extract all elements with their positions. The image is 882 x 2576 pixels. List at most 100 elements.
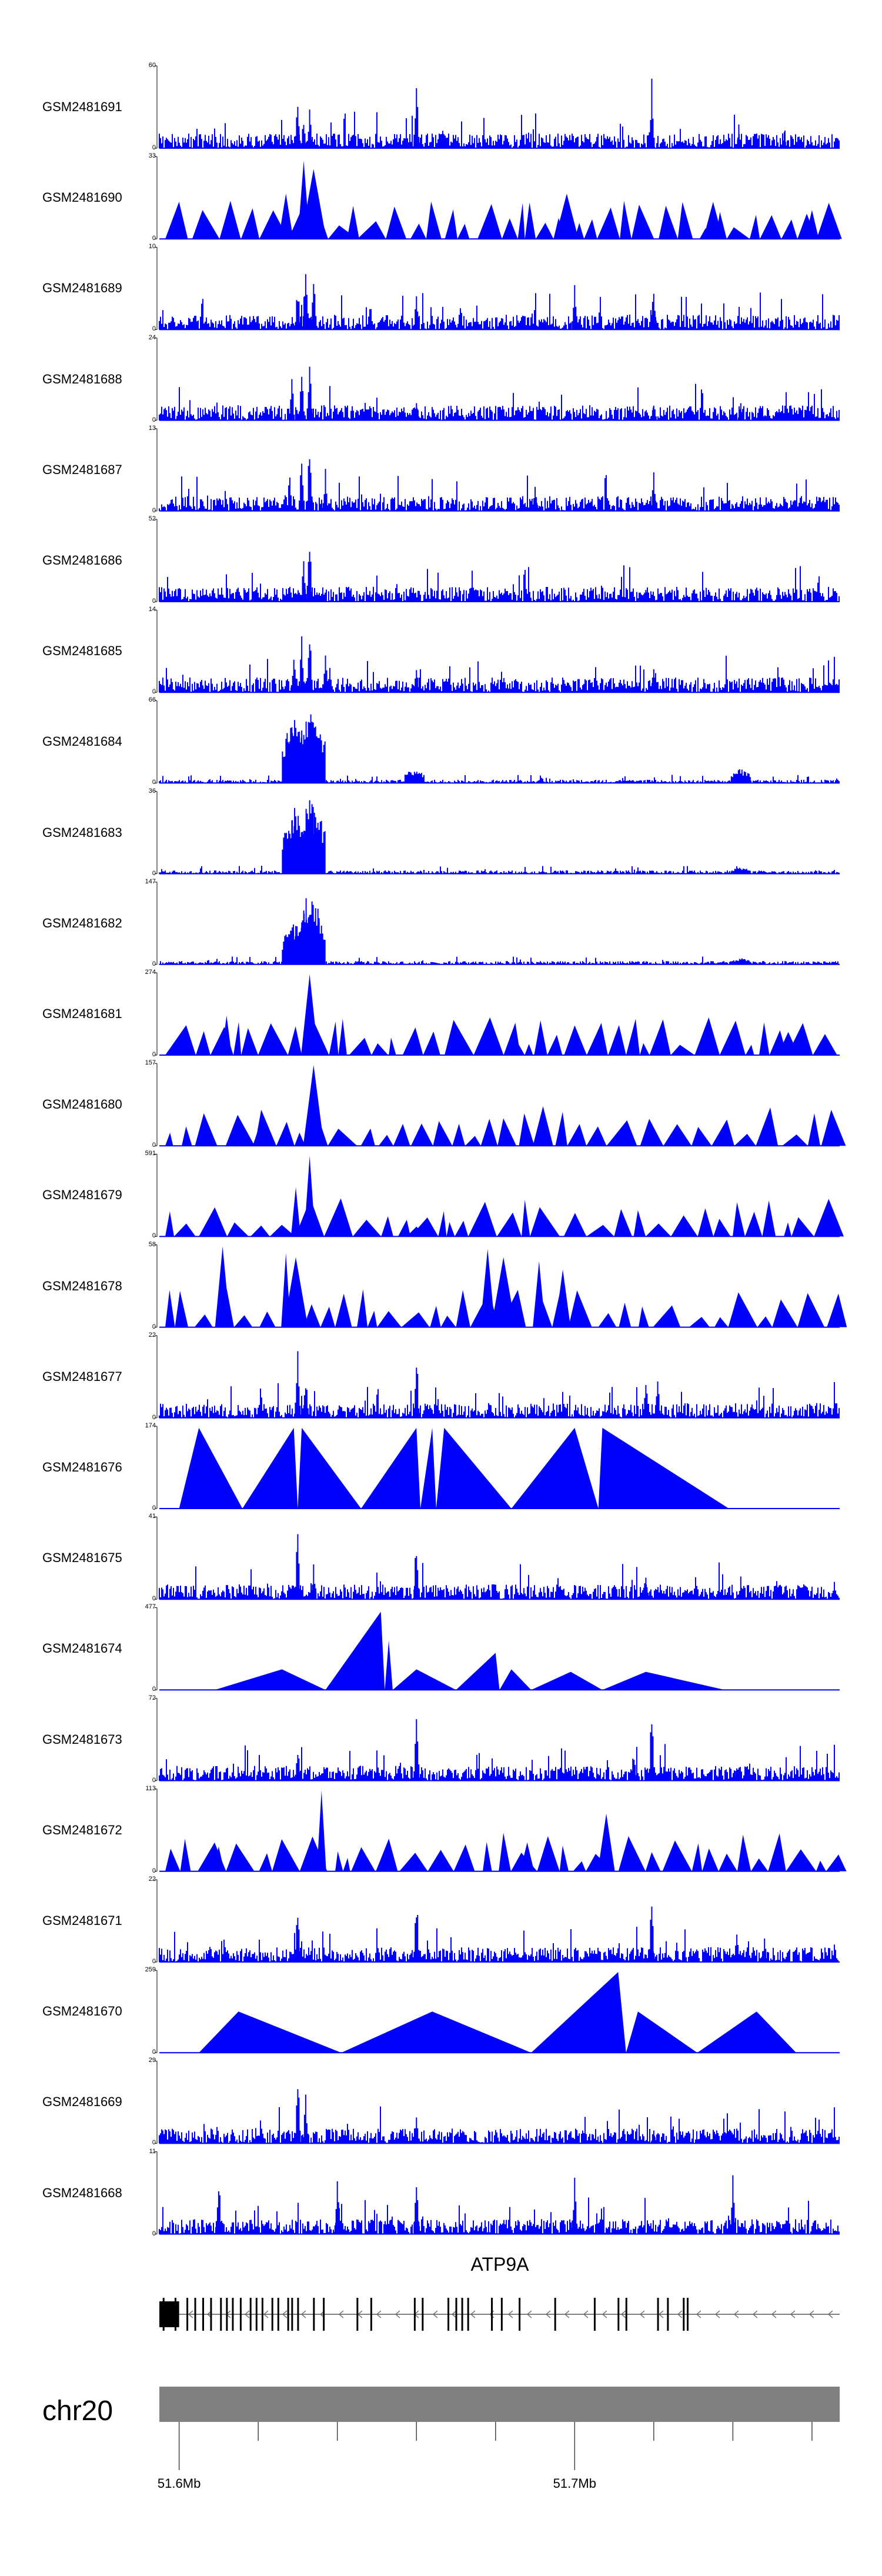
gene-name-label: ATP9A — [470, 2254, 529, 2275]
track-GSM2481674 — [155, 1607, 840, 1691]
signal-peak — [734, 1768, 740, 1781]
y-max-label: 41 — [148, 1513, 156, 1520]
signal-triangle — [638, 1306, 649, 1327]
signal-peak — [554, 193, 579, 239]
y-min-label: 0 — [152, 2048, 156, 2056]
track-label: GSM2481675 — [42, 1550, 122, 1566]
gene-exon — [239, 2298, 242, 2331]
signal-triangle — [272, 1839, 300, 1871]
signal-triangle — [517, 202, 525, 239]
signal-peak — [650, 293, 657, 330]
strand-arrow — [640, 2310, 645, 2318]
y-min-label: 0 — [152, 960, 156, 967]
signal-peak — [295, 1754, 301, 1781]
signal-triangle — [328, 1129, 358, 1146]
signal-triangle — [410, 223, 426, 239]
signal-triangle — [734, 1133, 756, 1146]
gene-utr-block — [159, 2301, 179, 2327]
signal-triangle — [751, 1858, 769, 1871]
signal-triangle — [619, 1302, 632, 1327]
signal-triangle — [737, 1834, 751, 1871]
strand-arrow — [696, 2310, 701, 2318]
signal-peak — [286, 586, 293, 602]
signal-peak — [283, 1257, 308, 1327]
signal-triangle — [524, 1043, 533, 1055]
signal-triangle — [531, 1972, 626, 2053]
gene-exon — [277, 2298, 279, 2331]
signal-peak — [532, 486, 539, 511]
y-max-label: 22 — [148, 1331, 156, 1339]
gene-exon — [297, 2298, 299, 2331]
signal-peak — [643, 1384, 649, 1418]
signal-noise — [159, 475, 840, 511]
signal-triangle — [760, 215, 781, 239]
signal-triangle — [219, 201, 241, 239]
signal-triangle — [445, 1020, 474, 1055]
signal-triangle — [175, 1290, 189, 1327]
signal-noise — [159, 1562, 840, 1600]
signal-triangle — [392, 1669, 456, 1690]
signal-triangle — [427, 1850, 454, 1871]
gene-exon — [667, 2298, 669, 2331]
y-min-label: 0 — [152, 869, 156, 877]
signal-triangle — [440, 1316, 456, 1327]
signal-triangle — [480, 1119, 498, 1146]
signal-peak — [404, 771, 425, 783]
gene-exon — [683, 2298, 685, 2331]
signal-triangle — [694, 1017, 720, 1055]
strand-arrow — [282, 2310, 288, 2318]
signal-triangle — [757, 1316, 773, 1327]
track-GSM2481684 — [155, 700, 840, 784]
signal-triangle — [303, 1304, 321, 1327]
gene-exon — [261, 2298, 263, 2331]
signal-triangle — [677, 202, 693, 239]
track-label: GSM2481676 — [42, 1460, 122, 1474]
genome-axis — [178, 2422, 813, 2470]
signal-triangle — [711, 1119, 734, 1146]
y-max-label: 36 — [148, 787, 156, 795]
y-min-label: 0 — [152, 1142, 156, 1149]
signal-triangle — [511, 1427, 599, 1509]
signal-triangle — [631, 204, 654, 239]
chromosome-bar — [159, 2387, 840, 2422]
signal-peak — [299, 636, 305, 693]
track-GSM2481687 — [155, 428, 840, 512]
strand-arrow — [790, 2310, 796, 2318]
strand-arrow — [470, 2310, 476, 2318]
signal-triangle — [821, 1109, 846, 1146]
signal-peak — [533, 1261, 546, 1327]
signal-triangle — [608, 1025, 626, 1055]
gene-exon — [232, 2298, 234, 2331]
signal-peak — [643, 1577, 649, 1600]
y-max-label: 24 — [148, 333, 156, 341]
signal-triangle — [597, 207, 620, 239]
gene-exon — [519, 2298, 521, 2331]
gene-exon — [186, 2298, 189, 2331]
signal-peak — [302, 1388, 309, 1418]
signal-noise — [159, 292, 840, 330]
gene-exon — [455, 2298, 457, 2331]
gene-exon — [593, 2298, 596, 2331]
signal-triangle — [410, 1123, 433, 1146]
signal-peak — [734, 1934, 740, 1962]
signal-triangle — [626, 1019, 640, 1055]
signal-triangle — [397, 1220, 411, 1237]
chromosome-label: chr20 — [42, 2395, 113, 2427]
track-GSM2481669 — [155, 2060, 840, 2144]
signal-peak — [300, 561, 307, 602]
signal-triangle — [534, 1020, 547, 1055]
y-max-label: 58 — [148, 1240, 156, 1248]
signal-triangle — [719, 1020, 746, 1055]
signal-peak — [730, 2175, 736, 2234]
track-label: GSM2481691 — [42, 99, 122, 114]
signal-peak — [316, 1790, 326, 1871]
signal-peak — [305, 722, 326, 783]
gene-exon — [202, 2298, 204, 2331]
signal-triangle — [165, 202, 188, 239]
y-min-label: 0 — [152, 1686, 156, 1693]
signal-peak — [286, 477, 293, 511]
signal-triangle — [745, 1045, 754, 1055]
track-label: GSM2481670 — [42, 2004, 122, 2019]
gene-exon — [255, 2298, 258, 2331]
track-label: GSM2481680 — [42, 1097, 122, 1112]
